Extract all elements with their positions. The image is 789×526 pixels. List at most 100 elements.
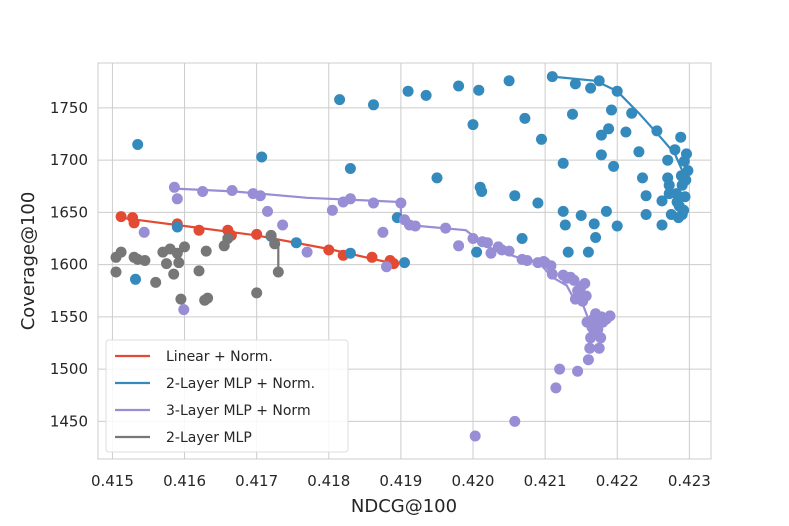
data-point — [595, 332, 607, 344]
data-point — [663, 179, 675, 191]
data-point — [481, 237, 493, 249]
data-point — [132, 139, 144, 150]
data-point — [611, 220, 623, 232]
x-tick-label: 0.418 — [307, 472, 350, 490]
data-point — [171, 247, 183, 259]
data-point — [161, 258, 172, 270]
data-point — [168, 268, 180, 280]
data-point — [251, 287, 263, 299]
data-point — [662, 154, 674, 166]
data-point — [173, 257, 185, 269]
data-point — [110, 266, 122, 278]
data-point — [453, 240, 465, 252]
data-point — [476, 186, 488, 197]
data-point — [409, 220, 421, 232]
data-point — [171, 193, 183, 205]
data-point — [130, 273, 141, 285]
data-point — [633, 146, 645, 158]
data-point — [521, 255, 533, 266]
x-tick-label: 0.422 — [596, 472, 639, 490]
x-tick-labels: 0.415 0.416 0.417 0.418 0.419 0.420 0.421 0.422… — [91, 472, 711, 490]
data-point — [606, 104, 617, 116]
data-point — [368, 99, 379, 111]
data-point — [453, 80, 465, 92]
data-point — [179, 241, 190, 253]
data-point — [272, 266, 284, 278]
data-point — [377, 226, 389, 238]
x-tick-label: 0.420 — [452, 472, 495, 490]
data-point — [262, 205, 273, 217]
y-tick-labels: 1450 1500 1550 1600 1650 1700 1750 — [50, 99, 88, 430]
data-point — [326, 204, 338, 216]
data-point — [368, 197, 379, 209]
data-point — [473, 84, 485, 96]
data-point — [675, 131, 687, 143]
data-point — [200, 245, 212, 257]
data-point — [626, 107, 638, 119]
data-point — [138, 226, 150, 238]
data-point — [656, 195, 668, 207]
data-point — [569, 78, 581, 90]
data-point — [290, 237, 302, 249]
x-tick-label: 0.416 — [163, 472, 206, 490]
data-point — [545, 260, 557, 272]
data-point — [503, 245, 515, 257]
x-tick-label: 0.423 — [668, 472, 711, 490]
data-point — [620, 126, 632, 138]
legend-label: 3-Layer MLP + Norm — [166, 403, 311, 419]
data-point — [254, 190, 266, 202]
data-point — [640, 190, 652, 202]
data-point — [171, 221, 183, 233]
data-point — [503, 75, 515, 87]
legend-box — [105, 339, 349, 453]
series-points-3-layer-mlp-norm — [138, 181, 616, 442]
data-point — [226, 185, 238, 196]
data-point — [440, 222, 452, 234]
data-point — [516, 233, 528, 244]
y-tick-label: 1500 — [50, 360, 88, 378]
data-point — [251, 228, 263, 240]
data-point — [559, 219, 571, 231]
data-point — [485, 247, 497, 259]
x-tick-label: 0.415 — [91, 472, 134, 490]
data-point — [554, 363, 566, 375]
data-point — [536, 133, 547, 145]
data-point — [193, 224, 205, 236]
data-point — [680, 174, 692, 186]
x-axis-label: NDCG@100 — [351, 496, 457, 517]
data-point — [115, 211, 127, 223]
series-points — [110, 71, 694, 442]
data-point — [595, 149, 607, 161]
data-point — [585, 82, 597, 94]
y-tick-label: 1650 — [50, 203, 88, 221]
data-point — [469, 430, 481, 442]
data-point — [590, 232, 602, 243]
data-point — [395, 197, 407, 209]
data-point — [431, 172, 443, 184]
data-point — [277, 219, 289, 231]
data-point — [593, 342, 605, 354]
data-point — [128, 217, 140, 229]
data-point — [265, 229, 277, 241]
data-point — [608, 160, 620, 172]
y-tick-label: 1450 — [50, 412, 88, 430]
data-point — [139, 255, 151, 266]
data-point — [269, 238, 281, 250]
data-point — [580, 290, 592, 302]
data-point — [595, 129, 607, 141]
data-point — [670, 188, 682, 200]
data-point — [562, 246, 574, 258]
data-point — [344, 163, 356, 174]
data-point — [582, 246, 594, 258]
data-point — [323, 244, 335, 256]
data-point — [546, 71, 558, 83]
data-point — [150, 276, 162, 288]
data-point — [611, 85, 623, 97]
x-tick-label: 0.421 — [524, 472, 567, 490]
data-point — [546, 268, 558, 280]
data-point — [656, 219, 668, 231]
legend-label: 2-Layer MLP — [166, 430, 252, 446]
data-point — [600, 205, 612, 217]
data-point — [467, 233, 479, 244]
